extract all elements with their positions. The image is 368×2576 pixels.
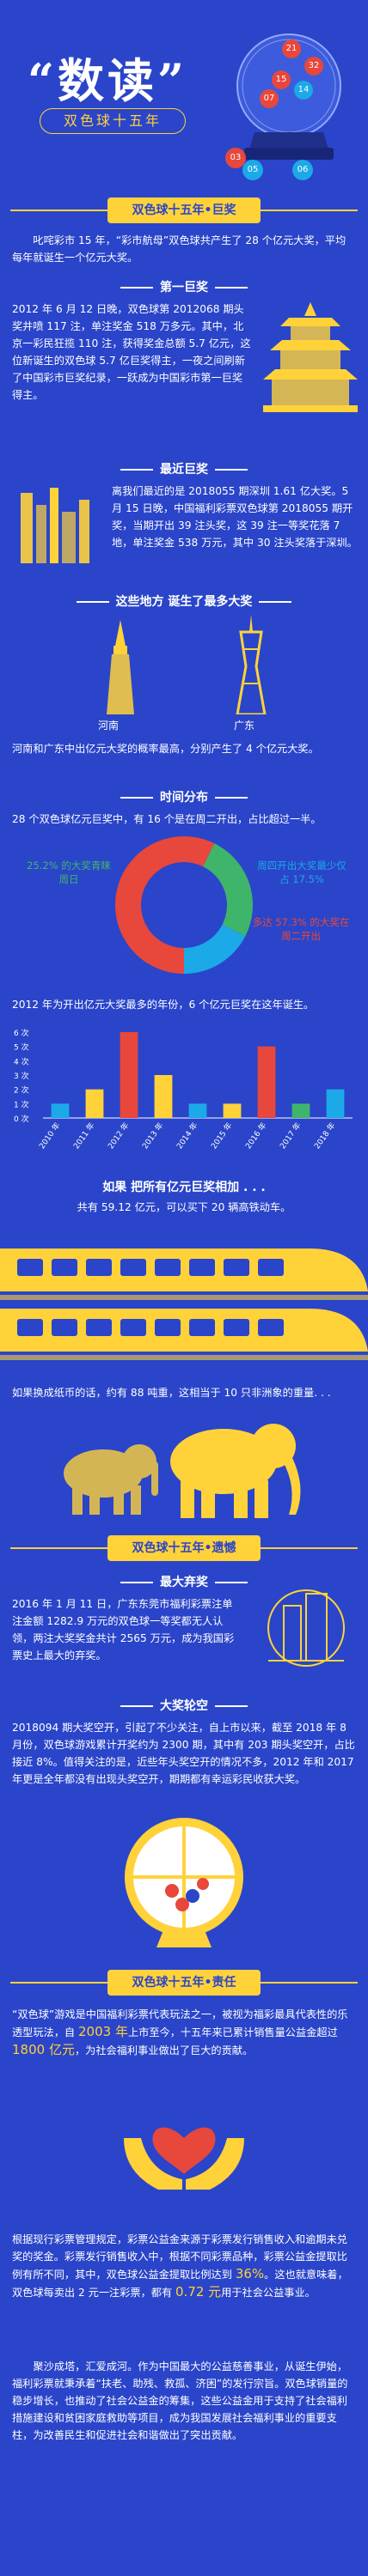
bar-2017 年	[291, 1103, 310, 1118]
banner-regret-label: 双色球十五年•遗憾	[107, 1535, 261, 1561]
x-tick-label: 2011 年	[71, 1121, 97, 1151]
x-tick-label: 2014 年	[175, 1121, 200, 1151]
regret-max-title: 最大弃奖	[0, 1573, 368, 1590]
rollover-title: 大奖轮空	[0, 1697, 368, 1714]
ball-03: 03	[225, 148, 246, 168]
y-tick-label: 1 次	[14, 1099, 29, 1109]
pie-slice-1	[203, 843, 253, 937]
ball-15: 15	[272, 70, 291, 89]
pie-label-thursday: 周四开出大奖最少仅占 17.5%	[257, 860, 347, 885]
pie-label-tuesday: 多达 57.3% 的大奖在周二开出	[252, 916, 350, 942]
city-building-illustration	[267, 1589, 345, 1667]
bar-2016 年	[257, 1046, 276, 1118]
pie-label-sunday: 25.2% 的大奖青睐周日	[27, 860, 111, 885]
bar-2015 年	[223, 1103, 242, 1118]
yearly-bar-chart: 0 次 1 次 2 次 3 次 4 次 5 次 6 次 2010 年 2011 年 2012 年 2…	[14, 1028, 353, 1151]
stacked-title: 如果 把所有亿元巨奖相加 . . .	[102, 1181, 266, 1194]
lottery-drum-illustration	[125, 1818, 243, 1947]
shenzhen-buildings-illustration	[21, 488, 89, 563]
henan-label: 河南	[98, 720, 120, 732]
latest-prize-title: 最近巨奖	[0, 460, 368, 477]
highlight-1800: 1800 亿元	[12, 2042, 75, 2057]
banner-responsibility: 双色球十五年•责任	[0, 1970, 368, 1996]
bar-2011 年	[85, 1089, 104, 1118]
highlight-36-percent: 36%	[235, 2266, 265, 2281]
temple-illustration	[263, 302, 358, 412]
bar-2012 年	[120, 1032, 138, 1118]
rollover-text: 2018094 期大奖空开，引起了不少关注，自上市以来，截至 2018 年 8 …	[12, 1722, 355, 1785]
bar-2013 年	[154, 1075, 173, 1118]
header: “数读” 双色球十五年 21 32 15 14 07 03 05 06	[0, 0, 368, 180]
x-tick-label: 2016 年	[243, 1121, 269, 1151]
ball-32: 32	[304, 57, 323, 76]
ball-14: 14	[294, 81, 313, 100]
weekday-pie-chart	[115, 836, 253, 974]
responsibility-text-3: 聚沙成塔，汇爱成河。作为中国最大的公益慈善事业，从诞生伊始，福利彩票就秉承着“扶…	[12, 2360, 348, 2441]
stacked-text-2: 如果换成纸币的话，约有 88 吨重，这相当于 10 只非洲象的重量. . .	[12, 1387, 331, 1399]
henan-tower-illustration	[107, 620, 134, 714]
regret-max-text: 2016 年 1 月 11 日，广东东莞市福利彩票注单注金额 1282.9 万元…	[12, 1598, 235, 1662]
hands-heart-illustration	[124, 2127, 244, 2190]
lottery-balls: 21 32 15 14 07 03 05 06	[225, 19, 353, 182]
responsibility-text-2: 根据现行彩票管理规定，彩票公益金来源于彩票发行销售收入和逾期未兑奖的奖金。彩票发…	[12, 2233, 348, 2300]
intro-text: 叱咤彩市 15 年，“彩市航母”双色球共产生了 28 个亿元大奖，平均每年就诞生…	[12, 234, 347, 264]
guangdong-label: 广东	[234, 720, 255, 732]
bar-2018 年	[326, 1089, 345, 1118]
most-places-title: 这些地方 诞生了最多大奖	[0, 592, 368, 610]
banner-responsibility-label: 双色球十五年•责任	[107, 1970, 261, 1996]
x-tick-label: 2015 年	[209, 1121, 235, 1151]
stacked-text-1: 共有 59.12 亿元，可以买下 20 辆高铁动车。	[77, 1201, 291, 1213]
ball-06: 06	[292, 160, 313, 180]
ball-07: 07	[260, 89, 279, 108]
ball-05: 05	[242, 160, 263, 180]
x-tick-label: 2012 年	[106, 1121, 132, 1151]
banner-huge-prize-label: 双色球十五年•巨奖	[107, 197, 261, 223]
time-dist-title: 时间分布	[0, 788, 368, 805]
high-speed-train-illustration	[0, 1249, 368, 1360]
x-tick-label: 2018 年	[312, 1121, 338, 1151]
x-tick-label: 2013 年	[140, 1121, 166, 1151]
first-prize-text: 2012 年 6 月 12 日晚，双色球第 2012068 期头奖井喷 117 …	[12, 303, 251, 401]
most-places-text: 河南和广东中出亿元大奖的概率最高，分别产生了 4 个亿元大奖。	[12, 743, 319, 755]
elephants-illustration	[64, 1424, 301, 1518]
y-tick-label: 2 次	[14, 1085, 29, 1096]
time-dist-text-1: 28 个双色球亿元巨奖中，有 16 个是在周二开出，占比超过一半。	[12, 813, 322, 825]
highlight-2003: 2003 年	[78, 2024, 128, 2039]
y-tick-label: 5 次	[14, 1042, 29, 1053]
pie-slice-0	[115, 836, 215, 974]
header-subtitle: 双色球十五年	[40, 108, 186, 134]
banner-huge-prize: 双色球十五年•巨奖	[0, 197, 368, 223]
first-prize-title: 第一巨奖	[0, 278, 368, 295]
y-tick-label: 6 次	[14, 1028, 29, 1038]
time-dist-text-2: 2012 年为开出亿元大奖最多的年份，6 个亿元巨奖在这年诞生。	[12, 999, 315, 1011]
latest-prize-text: 离我们最近的是 2018055 期深圳 1.61 亿大奖。5 月 15 日晚，中…	[112, 485, 358, 549]
pie-slice-2	[184, 924, 246, 974]
header-title: “数读”	[28, 53, 188, 108]
ball-21: 21	[282, 39, 301, 58]
y-tick-label: 3 次	[14, 1071, 29, 1081]
x-tick-label: 2010 年	[37, 1121, 63, 1151]
y-tick-label: 0 次	[14, 1114, 29, 1124]
banner-regret: 双色球十五年•遗憾	[0, 1535, 368, 1561]
highlight-072: 0.72 元	[175, 2284, 222, 2300]
guangdong-tower-illustration	[236, 615, 267, 714]
bar-2010 年	[51, 1103, 70, 1118]
responsibility-text-1: “双色球”游戏是中国福利彩票代表玩法之一，被视为福彩最具代表性的乐透型玩法，自 …	[12, 2008, 348, 2057]
y-tick-label: 4 次	[14, 1056, 29, 1066]
bar-2014 年	[188, 1103, 207, 1118]
x-tick-label: 2017 年	[278, 1121, 304, 1151]
